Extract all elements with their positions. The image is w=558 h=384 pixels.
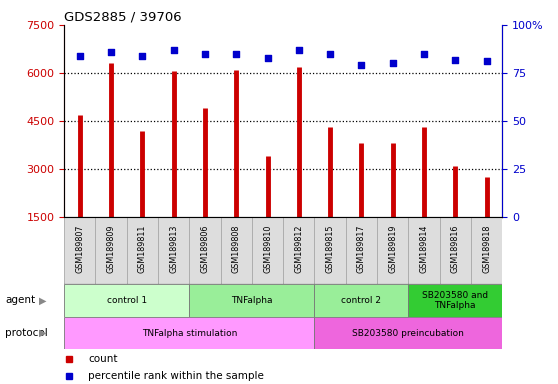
Text: GSM189810: GSM189810 xyxy=(263,225,272,273)
Point xyxy=(169,47,178,53)
Text: SB203580 preincubation: SB203580 preincubation xyxy=(353,329,464,338)
Text: GSM189818: GSM189818 xyxy=(482,225,491,273)
Text: GDS2885 / 39706: GDS2885 / 39706 xyxy=(64,11,182,24)
Bar xyxy=(220,217,252,284)
Text: GSM189811: GSM189811 xyxy=(138,225,147,273)
Bar xyxy=(408,284,502,317)
Text: agent: agent xyxy=(5,295,35,306)
Text: GSM189813: GSM189813 xyxy=(169,225,178,273)
Bar xyxy=(189,217,220,284)
Point xyxy=(295,47,304,53)
Point xyxy=(107,49,116,55)
Bar xyxy=(283,217,315,284)
Text: control 1: control 1 xyxy=(107,296,147,305)
Bar xyxy=(158,217,189,284)
Text: GSM189814: GSM189814 xyxy=(420,225,429,273)
Text: control 2: control 2 xyxy=(341,296,382,305)
Bar xyxy=(377,217,408,284)
Text: ▶: ▶ xyxy=(39,295,46,306)
Bar xyxy=(346,217,377,284)
Bar xyxy=(127,217,158,284)
Point xyxy=(388,60,397,66)
Text: GSM189808: GSM189808 xyxy=(232,225,240,273)
Text: count: count xyxy=(88,354,118,364)
Point xyxy=(451,56,460,63)
Bar xyxy=(315,317,502,349)
Text: GSM189812: GSM189812 xyxy=(294,225,304,273)
Point xyxy=(357,62,366,68)
Text: GSM189816: GSM189816 xyxy=(451,225,460,273)
Point xyxy=(138,53,147,59)
Text: GSM189815: GSM189815 xyxy=(326,225,335,273)
Bar xyxy=(64,217,95,284)
Text: GSM189809: GSM189809 xyxy=(107,225,116,273)
Point xyxy=(263,55,272,61)
Bar xyxy=(64,317,315,349)
Text: protocol: protocol xyxy=(5,328,48,338)
Text: GSM189806: GSM189806 xyxy=(200,225,209,273)
Point xyxy=(75,53,84,59)
Bar xyxy=(471,217,502,284)
Bar xyxy=(252,217,283,284)
Bar xyxy=(315,284,408,317)
Bar xyxy=(64,284,189,317)
Text: TNFalpha: TNFalpha xyxy=(231,296,273,305)
Point xyxy=(200,51,209,57)
Point xyxy=(482,58,491,65)
Text: GSM189817: GSM189817 xyxy=(357,225,366,273)
Point xyxy=(232,51,240,57)
Bar xyxy=(95,217,127,284)
Bar xyxy=(315,217,346,284)
Bar xyxy=(440,217,471,284)
Text: percentile rank within the sample: percentile rank within the sample xyxy=(88,371,264,381)
Bar xyxy=(189,284,315,317)
Point xyxy=(420,51,429,57)
Text: SB203580 and
TNFalpha: SB203580 and TNFalpha xyxy=(422,291,488,310)
Bar xyxy=(408,217,440,284)
Text: ▶: ▶ xyxy=(39,328,46,338)
Point xyxy=(326,51,335,57)
Text: TNFalpha stimulation: TNFalpha stimulation xyxy=(142,329,237,338)
Text: GSM189807: GSM189807 xyxy=(75,225,84,273)
Text: GSM189819: GSM189819 xyxy=(388,225,397,273)
